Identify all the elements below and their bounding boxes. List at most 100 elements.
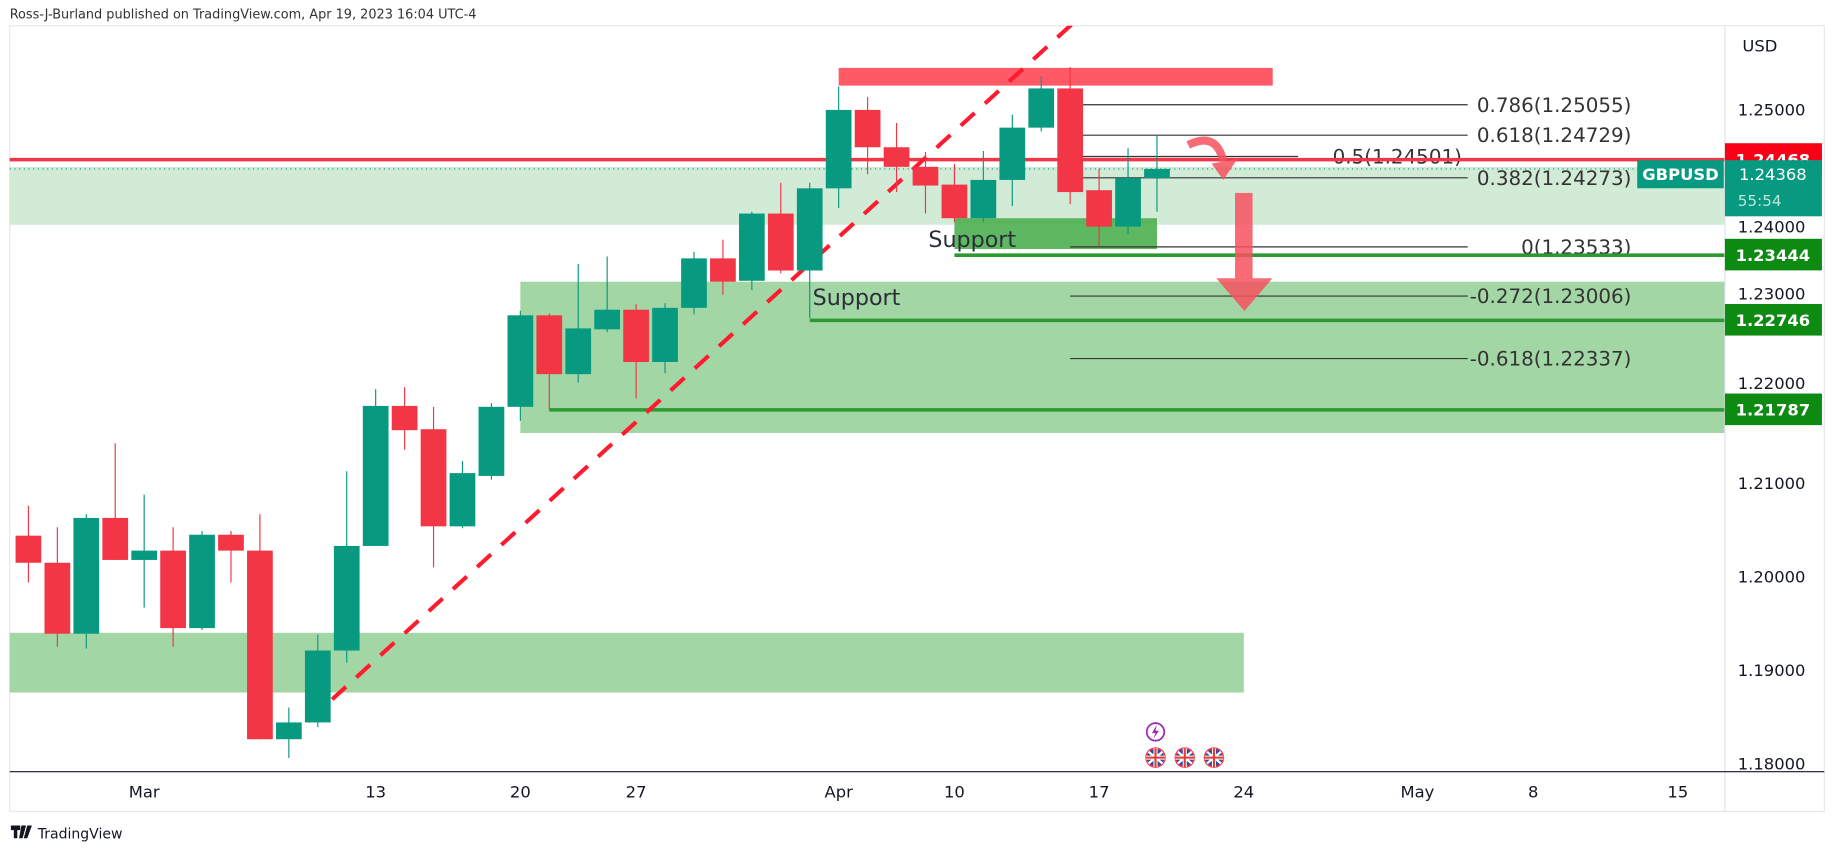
trendline-layer: [306, 25, 1074, 723]
uk-flag-event-icon[interactable]: [1203, 747, 1225, 768]
candle-body: [623, 309, 649, 363]
bearish-candle: [941, 164, 968, 222]
bearish-candle: [420, 406, 447, 568]
bullish-candle: [681, 251, 707, 315]
candle-body: [247, 550, 273, 740]
date-tick-label: 15: [1667, 782, 1688, 801]
bearish-candle: [710, 239, 736, 295]
bearish-candle: [44, 527, 71, 647]
bullish-candle: [594, 256, 621, 333]
support-line-1-badge: [1724, 238, 1822, 271]
candle-body: [970, 179, 997, 219]
candle-body: [304, 650, 331, 723]
bearish-candle: [912, 151, 939, 214]
current-price-badge: GBPUSD 1.24368 55:54: [1637, 160, 1822, 217]
candle-body: [767, 213, 794, 271]
candle-body: [131, 550, 158, 560]
price-tick-label: 1.24000: [1738, 218, 1806, 237]
bearish-candle: [15, 505, 42, 583]
bearish-candle: [102, 443, 129, 560]
bullish-candle: [970, 150, 997, 222]
date-tick-label: 24: [1233, 782, 1254, 801]
down-arrow-shaft: [1235, 192, 1253, 281]
bearish-candle: [1086, 168, 1112, 247]
support-line-3-price: 1.21787: [1736, 401, 1811, 420]
flag-cross-red: [1146, 748, 1165, 767]
fibonacci-retracement[interactable]: 0.786(1.25055) 0.618(1.24729) 0.5(1.24501)…: [1070, 94, 1631, 371]
date-tick-label: 27: [626, 782, 647, 801]
candle-body: [102, 517, 129, 560]
currency-label: USD: [1742, 36, 1777, 55]
down-arrow-icon: [1216, 278, 1273, 312]
fib-level-label: 0.786(1.25055): [1477, 94, 1631, 117]
bearish-candle: [218, 531, 244, 583]
candle-body: [275, 722, 302, 740]
fib-level-label: 0.382(1.24273): [1477, 167, 1631, 190]
candle-body: [652, 307, 678, 363]
bearish-candle: [160, 527, 186, 647]
candle-body: [1057, 88, 1084, 193]
middle-support-zone: [520, 281, 1725, 433]
bearish-candle: [883, 122, 910, 193]
bullish-candle: [1028, 76, 1055, 132]
support-line-1-price: 1.23444: [1736, 246, 1811, 265]
bullish-candle: [1144, 136, 1170, 212]
bearish-candle: [623, 304, 649, 399]
candles-layer: [15, 66, 1170, 758]
candle-body: [449, 473, 476, 527]
price-tick-label: 1.25000: [1738, 101, 1806, 120]
support-line-2-badge: [1724, 303, 1822, 336]
support-line-2-price: 1.22746: [1736, 311, 1811, 330]
lower-zone: [9, 632, 1244, 693]
date-tick-label: Mar: [129, 782, 160, 801]
candle-body: [15, 535, 42, 563]
bullish-candle: [73, 514, 100, 649]
bearish-candle: [247, 514, 273, 740]
candle-body: [391, 405, 418, 431]
bullish-candle: [275, 707, 302, 758]
candle-body: [999, 127, 1026, 180]
fib-level-label: 0.5(1.24501): [1333, 146, 1462, 169]
bullish-candle: [796, 182, 823, 319]
footer-brand: TradingView: [37, 826, 123, 842]
bullish-candle: [189, 531, 215, 630]
candle-body: [1028, 88, 1055, 128]
bullish-candle: [999, 114, 1026, 207]
lightning-event-icon[interactable]: [1145, 722, 1166, 742]
uk-flag-event-icon[interactable]: [1145, 747, 1166, 768]
price-tick-label: 1.20000: [1738, 568, 1806, 587]
bullish-candle: [131, 494, 158, 608]
bullish-candle: [507, 310, 534, 421]
bearish-candle: [854, 96, 881, 175]
bearish-candle: [767, 182, 794, 274]
bullish-candle: [1115, 148, 1141, 235]
publish-info: Ross-J-Burland published on TradingView.…: [10, 8, 477, 23]
price-tick-label: 1.21000: [1738, 474, 1806, 493]
fib-level-label: 0(1.23533): [1521, 236, 1631, 259]
candle-body: [478, 406, 505, 476]
candle-body: [536, 315, 563, 375]
time-axis[interactable]: Mar 13 20 27 Apr 10 17 24 May 8 15: [129, 782, 1689, 801]
bearish-arrows: [1186, 136, 1273, 312]
candle-body: [1144, 168, 1170, 179]
candle-body: [362, 405, 389, 546]
price-axis[interactable]: 1.25000 1.24000 1.23000 1.22000 1.21000 1.200…: [1738, 101, 1806, 774]
curved-arrow-icon: [1186, 136, 1228, 163]
symbol-label: GBPUSD: [1642, 165, 1719, 184]
zones-layer: [9, 67, 1725, 693]
candle-body: [44, 562, 71, 634]
candle-body: [507, 315, 534, 407]
candle-body: [825, 109, 852, 189]
bearish-candle: [391, 387, 418, 450]
upper-zone: [9, 166, 1725, 225]
date-tick-label: 20: [510, 782, 531, 801]
uk-flag-event-icon[interactable]: [1174, 747, 1195, 768]
candle-body: [189, 534, 215, 629]
date-tick-label: 17: [1089, 782, 1110, 801]
date-tick-label: 13: [365, 782, 386, 801]
fib-level-label: -0.272(1.23006): [1470, 285, 1632, 308]
bearish-candle: [1057, 66, 1084, 205]
economic-events[interactable]: [1145, 722, 1225, 768]
